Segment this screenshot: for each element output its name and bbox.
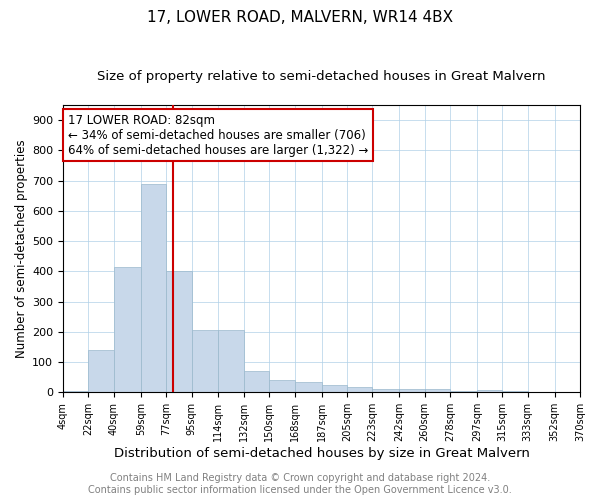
Bar xyxy=(477,390,502,392)
Y-axis label: Number of semi-detached properties: Number of semi-detached properties xyxy=(15,140,28,358)
Text: Contains HM Land Registry data © Crown copyright and database right 2024.
Contai: Contains HM Land Registry data © Crown c… xyxy=(88,474,512,495)
Title: Size of property relative to semi-detached houses in Great Malvern: Size of property relative to semi-detach… xyxy=(97,70,546,83)
Bar xyxy=(269,380,295,392)
Bar xyxy=(63,391,88,392)
Bar xyxy=(141,184,166,392)
Bar xyxy=(450,391,477,392)
Text: 17, LOWER ROAD, MALVERN, WR14 4BX: 17, LOWER ROAD, MALVERN, WR14 4BX xyxy=(147,10,453,25)
Bar xyxy=(347,387,373,392)
Bar xyxy=(295,382,322,392)
Bar xyxy=(399,390,425,392)
Bar xyxy=(218,330,244,392)
Bar xyxy=(114,267,141,392)
Bar xyxy=(244,371,269,392)
Bar xyxy=(502,391,528,392)
Bar xyxy=(425,390,450,392)
Text: 17 LOWER ROAD: 82sqm
← 34% of semi-detached houses are smaller (706)
64% of semi: 17 LOWER ROAD: 82sqm ← 34% of semi-detac… xyxy=(68,114,368,156)
Bar xyxy=(166,272,191,392)
Bar xyxy=(88,350,114,393)
X-axis label: Distribution of semi-detached houses by size in Great Malvern: Distribution of semi-detached houses by … xyxy=(113,447,529,460)
Bar xyxy=(191,330,218,392)
Bar xyxy=(373,388,399,392)
Bar xyxy=(322,385,347,392)
